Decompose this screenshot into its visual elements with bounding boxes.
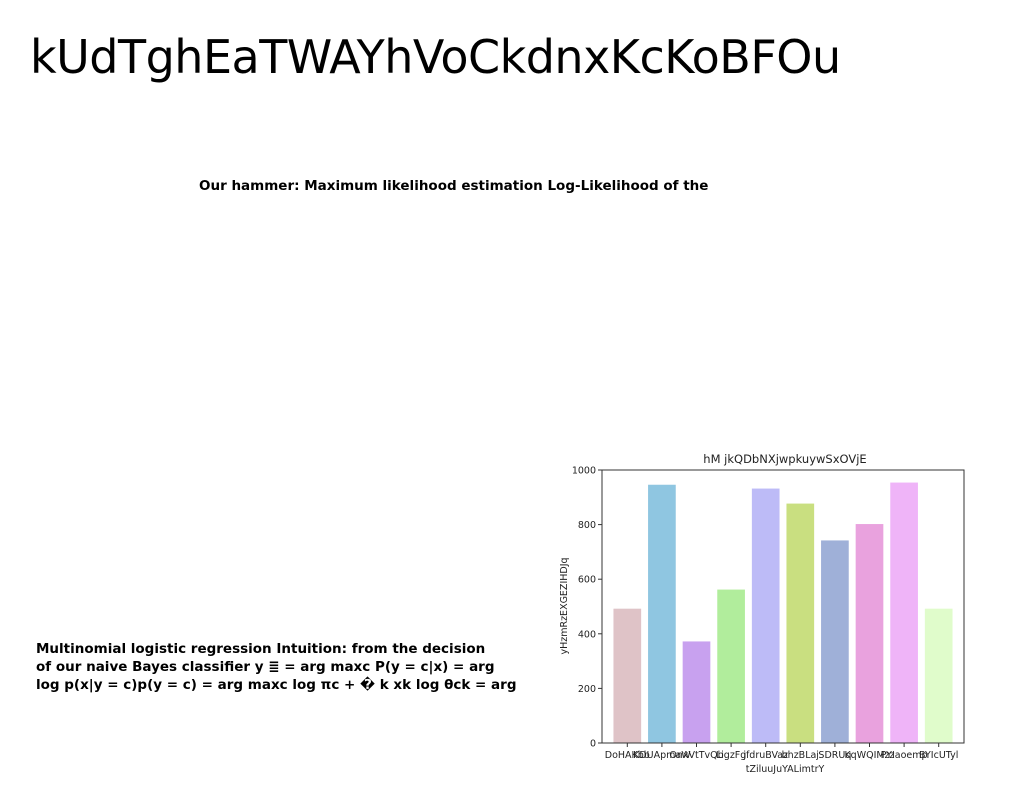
y-tick-label: 0 [590, 739, 596, 750]
y-tick-label: 800 [578, 520, 596, 531]
bar-BYIcUTyl [924, 608, 953, 743]
x-tick-label: OnxVtTvQb [669, 750, 723, 761]
x-axis: DoHAKbbKDUApmaWOnxVtTvQbLigzFgjfdruBVazb… [605, 743, 958, 761]
bar-KDUApmaW [648, 484, 676, 743]
y-tick-label: 600 [578, 575, 596, 586]
y-tick-label: 400 [578, 629, 596, 640]
body-line: Multinomial logistic regression Intuitio… [36, 641, 486, 657]
body-paragraph: Multinomial logistic regression Intuitio… [36, 640, 536, 694]
bar-LigzFg [717, 589, 745, 743]
bar-DoHAKbb [613, 608, 642, 743]
x-tick-label: SDRUq [818, 750, 851, 761]
bar-PYIaoemp [890, 482, 918, 743]
x-tick-label: LigzFg [716, 750, 746, 761]
x-tick-label: jfdruBVaz [742, 750, 788, 761]
x-tick-label: KDUApmaW [633, 750, 691, 761]
x-tick-label: KqWQIMzz [844, 750, 894, 761]
y-tick-label: 200 [578, 684, 596, 695]
body-line: of our naive Bayes classifier y ≣ = arg … [36, 659, 495, 675]
page-title: kUdTghEaTWAYhVoCkdnxKcKoBFOu [30, 30, 841, 84]
y-axis: 0 200 400 600 800 1000 [572, 466, 602, 750]
bar-SDRUq [821, 540, 849, 743]
x-tick-label: PYIaoemp [881, 750, 928, 761]
bar-jfdruBVaz [751, 488, 780, 743]
section-heading: Our hammer: Maximum likelihood estimatio… [199, 178, 709, 194]
x-axis-label: tZiluuJuYALimtrY [746, 764, 825, 775]
x-tick-label: BYIcUTyl [919, 750, 958, 761]
x-tick-label: bhzBLaj [782, 750, 819, 761]
y-tick-label: 1000 [572, 466, 596, 477]
bar-KqWQIMzz [855, 524, 884, 743]
bar-bhzBLaj [786, 503, 815, 743]
plot-frame [601, 469, 965, 744]
body-line: log p(x|y = c)p(y = c) = arg maxc log πc… [36, 677, 517, 693]
bar-group [613, 482, 953, 743]
x-tick-label: DoHAKbb [605, 750, 650, 761]
bar-OnxVtTvQb [682, 641, 711, 743]
y-axis-label: yHzmRzEXGEZIHDJq [559, 557, 570, 654]
chart-title: hM jkQDbNXjwpkuywSxOVjE [703, 452, 866, 466]
bar-chart: hM jkQDbNXjwpkuywSxOVjE yHzmRzEXGEZIHDJq… [559, 452, 965, 775]
